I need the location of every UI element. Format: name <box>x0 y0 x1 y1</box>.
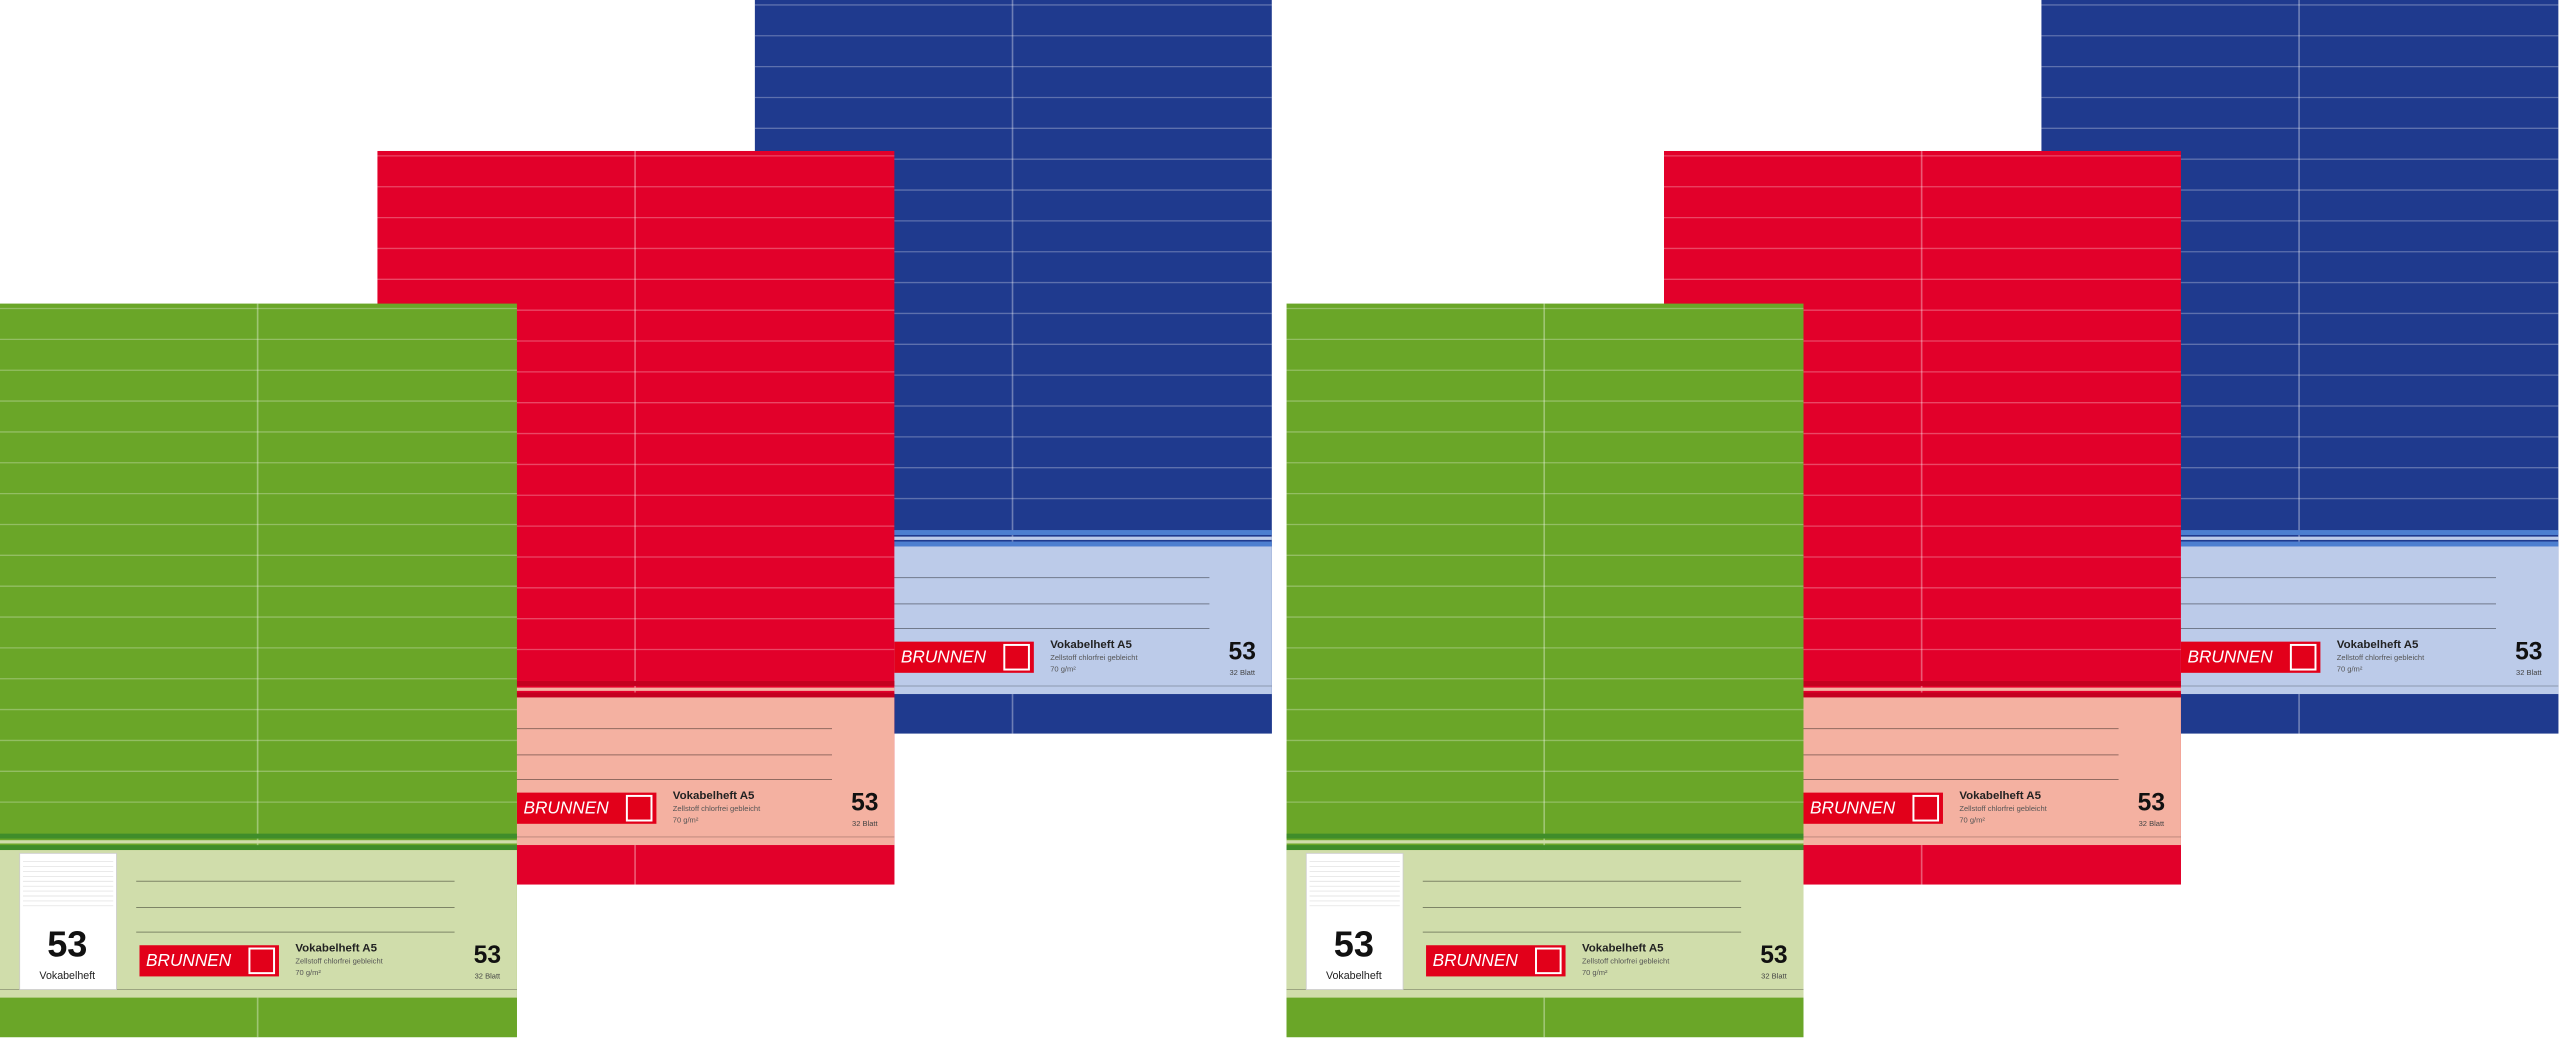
subtitle: Zellstoff chlorfrei gebleicht <box>1959 804 2047 813</box>
stripe <box>377 687 895 691</box>
sheets: 32 Blatt <box>475 971 501 980</box>
bottom-band <box>0 997 517 1038</box>
sheets: 32 Blatt <box>1761 971 1787 980</box>
subtitle: Zellstoff chlorfrei gebleicht <box>295 957 383 966</box>
stripe <box>754 530 1272 535</box>
number: 53 <box>2138 790 2165 817</box>
stripe <box>754 536 1272 540</box>
cover-label: Vokabelheft <box>39 970 95 982</box>
logo <box>1426 945 1566 977</box>
logo <box>1803 792 1943 824</box>
number: 53 <box>474 942 501 969</box>
sheets: 32 Blatt <box>2516 668 2542 677</box>
brand: BRUNNEN <box>1433 950 1519 970</box>
logo <box>894 641 1034 673</box>
weight: 70 g/m² <box>1959 816 1985 825</box>
weight: 70 g/m² <box>2337 665 2363 674</box>
brand: BRUNNEN <box>2187 647 2273 667</box>
subtitle: Zellstoff chlorfrei gebleicht <box>1050 653 1138 662</box>
logo-icon <box>1535 947 1562 975</box>
logo-icon <box>1912 794 1940 822</box>
bottom-band <box>1286 997 1804 1038</box>
weight: 70 g/m² <box>1582 968 1608 977</box>
stripe <box>0 840 517 844</box>
brand: BRUNNEN <box>146 950 232 970</box>
notebook: 53 Vokabelheft BRUNNEN Vokabelheft A5 Zellst… <box>0 303 517 1038</box>
weight: 70 g/m² <box>295 968 321 977</box>
subtitle: Zellstoff chlorfrei gebleicht <box>673 804 761 813</box>
number: 53 <box>2515 639 2542 666</box>
stripe <box>1664 687 2181 691</box>
brand: BRUNNEN <box>901 647 987 667</box>
cover-number: 53 <box>1334 923 1374 964</box>
logo-icon <box>248 947 276 975</box>
brand: BRUNNEN <box>1810 798 1896 818</box>
title: Vokabelheft A5 <box>1050 639 1132 651</box>
title: Vokabelheft A5 <box>673 790 755 802</box>
stripe <box>0 845 517 851</box>
notebook-group: 53 Vokabelheft BRUNNEN Vokabelheft A5 Zellst… <box>1286 0 2559 1038</box>
cover-label: Vokabelheft <box>1326 970 1382 982</box>
number: 53 <box>1760 942 1787 969</box>
sheets: 32 Blatt <box>1229 668 1255 677</box>
stripe <box>0 833 517 839</box>
subtitle: Zellstoff chlorfrei gebleicht <box>1582 957 1670 966</box>
logo <box>139 945 279 977</box>
stripe <box>1286 833 1804 839</box>
logo <box>2180 641 2321 673</box>
stripe <box>2041 541 2559 547</box>
title: Vokabelheft A5 <box>2337 639 2419 651</box>
logo <box>516 792 657 824</box>
stripe <box>2041 536 2559 540</box>
number-box <box>1305 852 1404 990</box>
notebook: 53 Vokabelheft BRUNNEN Vokabelheft A5 Zellst… <box>1286 303 1804 1038</box>
number-box <box>19 852 117 990</box>
stripe <box>2041 530 2559 535</box>
cover-number: 53 <box>47 923 87 964</box>
weight: 70 g/m² <box>673 816 699 825</box>
stripe <box>754 541 1272 547</box>
stripe <box>1664 692 2181 698</box>
brand: BRUNNEN <box>523 798 609 818</box>
notebook-group: 53 Vokabelheft BRUNNEN Vokabelheft A5 Zellst… <box>0 0 1272 1038</box>
weight: 70 g/m² <box>1050 665 1076 674</box>
number: 53 <box>1229 639 1256 666</box>
logo-icon <box>1003 643 1030 671</box>
sheets: 32 Blatt <box>852 819 878 828</box>
sheets: 32 Blatt <box>2139 819 2165 828</box>
stripe <box>377 681 895 686</box>
subtitle: Zellstoff chlorfrei gebleicht <box>2337 653 2425 662</box>
title: Vokabelheft A5 <box>1582 943 1664 955</box>
logo-icon <box>625 794 653 822</box>
stripe <box>1286 845 1804 851</box>
logo-icon <box>2289 643 2317 671</box>
number: 53 <box>851 790 878 817</box>
stripe <box>1664 681 2181 686</box>
stripe <box>377 692 895 698</box>
title: Vokabelheft A5 <box>295 943 377 955</box>
stripe <box>1286 840 1804 844</box>
title: Vokabelheft A5 <box>1959 790 2041 802</box>
